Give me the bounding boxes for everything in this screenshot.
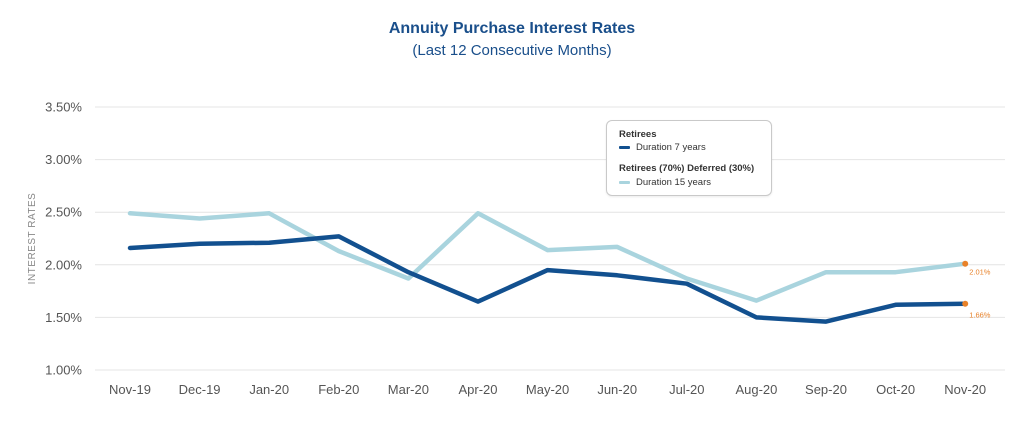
x-tick-label: Oct-20 (876, 382, 915, 397)
legend-label-15-years: Duration 15 years (636, 177, 711, 188)
y-axis-title: INTEREST RATES (27, 193, 38, 285)
end-marker-15-years (962, 260, 969, 267)
legend-group-1-heading: Retirees (619, 129, 657, 140)
legend-swatch-7-years (619, 146, 630, 149)
legend-item-15-years: Duration 15 years (619, 177, 711, 188)
y-tick-label: 2.50% (45, 205, 82, 220)
legend-swatch-15-years (619, 181, 630, 184)
x-tick-label: Nov-20 (944, 382, 986, 397)
x-tick-label: Dec-19 (179, 382, 221, 397)
end-marker-7-years (962, 300, 969, 307)
x-tick-label: May-20 (526, 382, 569, 397)
x-tick-label: Jun-20 (597, 382, 637, 397)
x-tick-label: Aug-20 (735, 382, 777, 397)
x-tick-label: Sep-20 (805, 382, 847, 397)
legend-label-7-years: Duration 7 years (636, 142, 706, 153)
legend: Retirees Duration 7 years Retirees (70%)… (606, 120, 772, 196)
y-tick-label: 1.00% (45, 363, 82, 378)
chart-subtitle: (Last 12 Consecutive Months) (412, 42, 612, 59)
x-tick-label: Feb-20 (318, 382, 359, 397)
x-tick-label: Jan-20 (249, 382, 289, 397)
x-tick-label: Nov-19 (109, 382, 151, 397)
legend-item-7-years: Duration 7 years (619, 142, 706, 153)
y-tick-label: 3.50% (45, 100, 82, 115)
x-tick-label: Mar-20 (388, 382, 429, 397)
series-line-duration-7-years (127, 234, 968, 324)
series-line-duration-15-years (127, 211, 968, 303)
chart-title: Annuity Purchase Interest Rates (388, 20, 636, 37)
y-tick-label: 1.50% (45, 310, 82, 325)
y-tick-label: 3.00% (45, 152, 82, 167)
x-tick-label: Jul-20 (669, 382, 704, 397)
end-label-7-years: 1.66% (969, 311, 991, 320)
y-tick-label: 2.00% (45, 257, 82, 272)
x-tick-label: Apr-20 (458, 382, 497, 397)
legend-group-2-heading: Retirees (70%) Deferred (30%) (619, 163, 755, 174)
end-label-15-years: 2.01% (969, 268, 991, 277)
